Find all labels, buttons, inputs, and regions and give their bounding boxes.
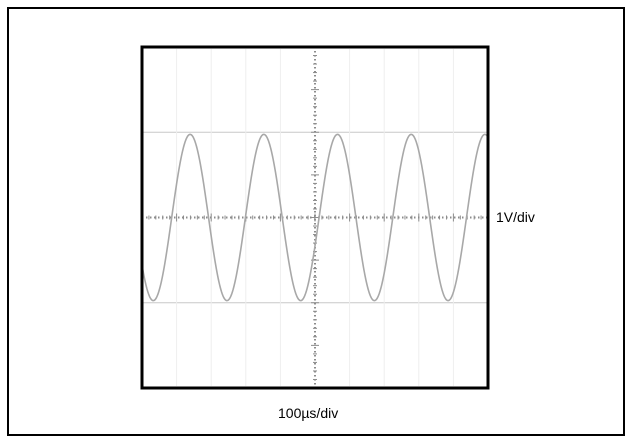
- screen-border: [140, 45, 490, 390]
- sine-trace-0: [141, 133, 489, 302]
- graticule: [141, 46, 489, 389]
- trace-layer: [141, 133, 489, 302]
- vertical-scale-label: 1V/div: [496, 209, 535, 225]
- horizontal-scale-label: 100µs/div: [278, 405, 339, 421]
